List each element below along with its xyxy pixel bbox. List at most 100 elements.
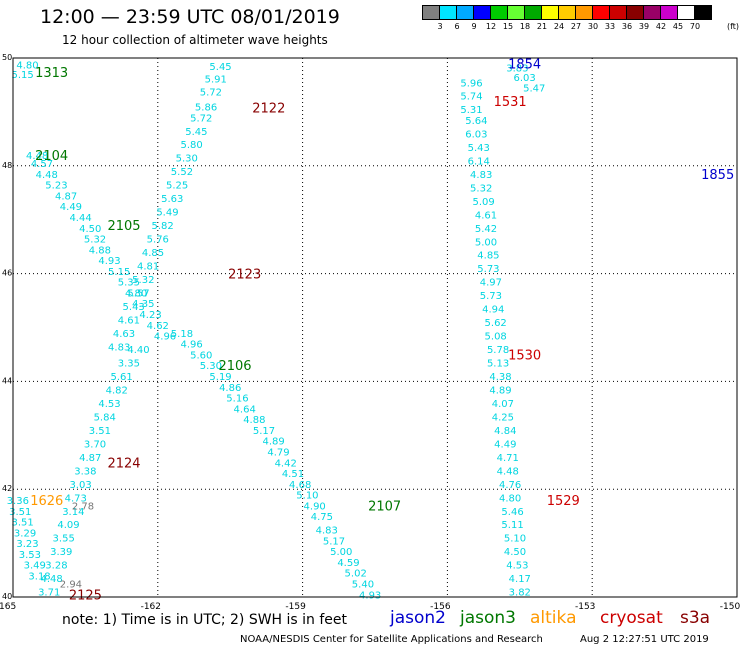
swh-value: 4.83	[470, 170, 492, 181]
swh-value: 5.64	[465, 116, 487, 127]
lon-tick-label: -150	[720, 602, 740, 612]
swh-value: 5.57	[127, 288, 149, 299]
swh-value: 5.60	[190, 350, 212, 361]
pass-time-label: 2124	[107, 456, 140, 471]
swh-value: 5.73	[477, 264, 499, 275]
pass-time-label: 2123	[228, 268, 261, 283]
swh-value: 4.87	[55, 191, 77, 202]
color-scale-label: 42	[655, 22, 667, 31]
swh-value: 5.72	[190, 113, 212, 124]
swh-value: 4.68	[289, 480, 311, 491]
swh-value: 5.25	[166, 181, 188, 192]
swh-value: 5.18	[171, 329, 193, 340]
swh-value: 5.78	[487, 345, 509, 356]
swh-value: 3.23	[16, 539, 38, 550]
swh-value: 4.97	[480, 278, 502, 289]
swh-value: 5.10	[504, 534, 526, 545]
swh-value: 4.35	[132, 299, 154, 310]
legend-item-s3a: s3a	[680, 608, 711, 628]
color-scale-label: 70	[689, 22, 701, 31]
swh-value: 4.89	[263, 437, 285, 448]
swh-value: 4.89	[489, 385, 511, 396]
color-scale-label: 21	[536, 22, 548, 31]
swh-value: 3.51	[12, 518, 34, 529]
color-scale-label: 18	[519, 22, 531, 31]
swh-value: 5.42	[475, 224, 497, 235]
swh-value: 3.39	[50, 547, 72, 558]
swh-value: 5.52	[171, 167, 193, 178]
color-swatch	[677, 5, 695, 20]
swh-value: 3.03	[69, 480, 91, 491]
swh-value: 6.03	[465, 129, 487, 140]
lon-tick-label: -165	[0, 602, 16, 612]
swh-value: 5.08	[485, 332, 507, 343]
swh-value: 3.35	[118, 359, 140, 370]
swh-value: 4.76	[499, 480, 521, 491]
pass-time-label: 1531	[494, 95, 527, 110]
lon-tick-label: -153	[575, 602, 595, 612]
swh-value: 5.72	[200, 87, 222, 98]
swh-value: 6.14	[468, 156, 490, 167]
swh-value: 5.16	[226, 394, 248, 405]
swh-value: 5.91	[205, 74, 227, 85]
swh-value: 4.17	[509, 574, 531, 585]
color-scale-label: 12	[485, 22, 497, 31]
map-title: 12:00 — 23:59 UTC 08/01/2019	[40, 6, 340, 28]
lat-tick-label: 40	[2, 592, 12, 601]
map-frame	[12, 57, 738, 598]
swh-value: 5.74	[460, 92, 482, 103]
swh-value: 4.25	[492, 412, 514, 423]
lon-tick-label: -162	[141, 602, 161, 612]
color-scale-label: 15	[502, 22, 514, 31]
swh-value: 4.88	[243, 415, 265, 426]
swh-value: 5.11	[501, 520, 523, 531]
swh-value: 3.29	[14, 528, 36, 539]
swh-value: 5.00	[475, 237, 497, 248]
color-scale-label: 3	[437, 22, 443, 31]
color-scale-label: 9	[471, 22, 477, 31]
pass-time-label: 1529	[547, 494, 580, 509]
swh-value: 4.94	[482, 305, 504, 316]
swh-value: 4.84	[494, 426, 516, 437]
swh-value: 5.73	[480, 291, 502, 302]
color-scale-unit: (ft)	[727, 22, 740, 31]
swh-value: 5.23	[45, 181, 67, 192]
legend-item-cryosat: cryosat	[600, 608, 663, 628]
swh-value: 5.62	[485, 318, 507, 329]
swh-value: 4.48	[36, 170, 58, 181]
swh-value: 4.40	[127, 345, 149, 356]
lat-tick-label: 46	[2, 269, 12, 278]
color-swatch	[456, 5, 474, 20]
swh-value: 4.71	[497, 453, 519, 464]
swh-value: 4.51	[282, 469, 304, 480]
swh-value: 4.75	[311, 512, 333, 523]
swh-value: 3.36	[7, 496, 29, 507]
pass-time-label: 2125	[69, 588, 102, 603]
swh-value: 4.83	[108, 342, 130, 353]
swh-value: 4.48	[40, 574, 62, 585]
pass-time-label: 1313	[35, 66, 68, 81]
color-scale-labels: (ft) 3 6 9 12 15 18 21 24 27 30 33 36 39 42 45 70	[422, 22, 740, 34]
lon-tick-label: -159	[285, 602, 306, 612]
color-swatch	[558, 5, 576, 20]
swh-value: 5.15	[108, 267, 130, 278]
swh-value: 4.61	[475, 210, 497, 221]
swh-value: 4.49	[60, 202, 82, 213]
swh-value: 5.86	[195, 103, 217, 114]
swh-value: 5.82	[151, 221, 173, 232]
swh-value: 4.80	[499, 493, 521, 504]
pass-time-label: 2107	[368, 499, 401, 514]
swh-color-scale	[422, 5, 712, 21]
swh-value: 3.83	[506, 64, 528, 75]
swh-value: 4.63	[113, 329, 135, 340]
swh-value: 4.48	[497, 466, 519, 477]
swh-value: 3.51	[9, 507, 31, 518]
color-scale-label: 33	[604, 22, 616, 31]
swh-value: 4.85	[477, 251, 499, 262]
swh-value: 3.28	[45, 561, 67, 572]
lat-tick-label: 42	[2, 484, 12, 493]
pass-time-label: 1854	[508, 57, 541, 72]
swh-value: 4.79	[267, 447, 289, 458]
swh-value: 3.14	[62, 507, 84, 518]
